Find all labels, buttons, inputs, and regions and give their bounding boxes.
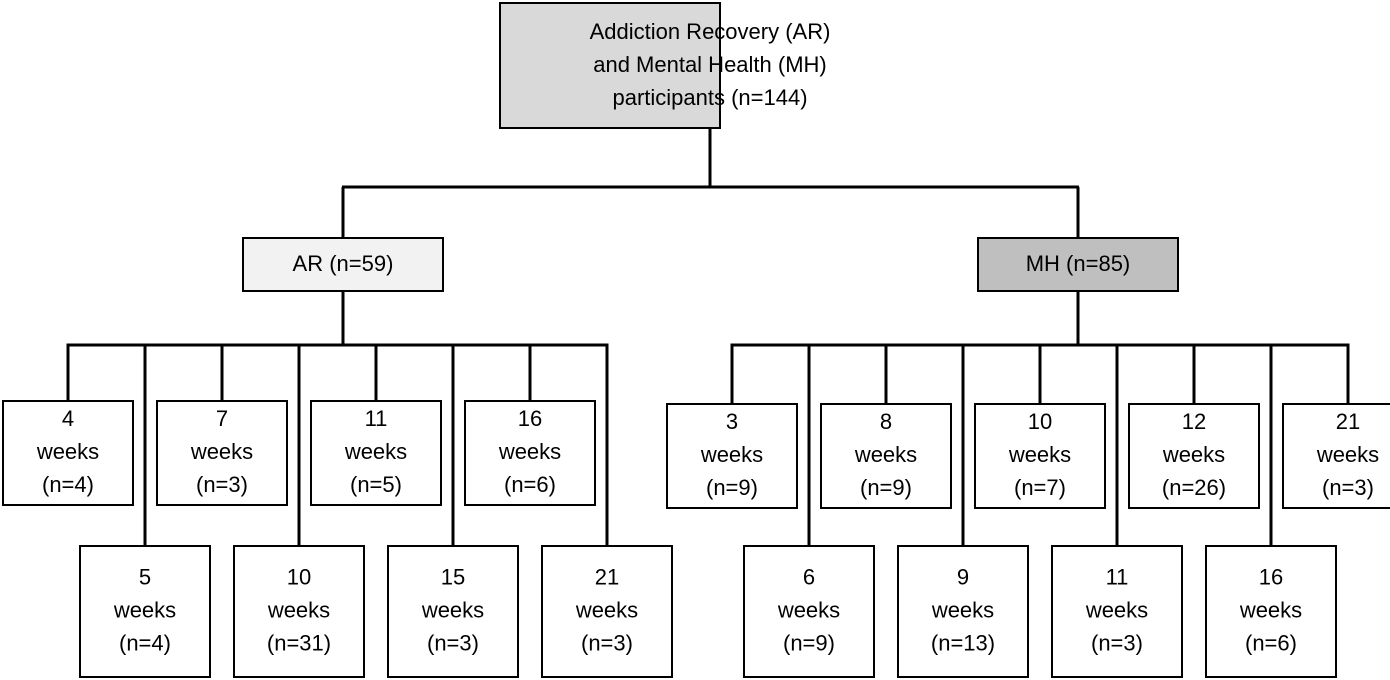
week-text: weeks (575, 597, 638, 622)
week-box (233, 545, 365, 678)
week-text: 6 (803, 564, 815, 589)
week-text: 7 (216, 406, 228, 431)
week-box (1051, 545, 1183, 678)
week-text: weeks (36, 439, 99, 464)
week-text: (n=5) (350, 472, 402, 497)
week-text: 8 (880, 409, 892, 434)
week-text: (n=7) (1014, 475, 1066, 500)
root-text: participants (n=144) (612, 85, 807, 110)
week-text: 16 (1259, 564, 1283, 589)
week-box (310, 400, 442, 506)
week-box (1128, 403, 1260, 509)
week-text: weeks (700, 442, 763, 467)
week-text: 10 (287, 564, 311, 589)
week-text: (n=4) (42, 472, 94, 497)
week-text: weeks (931, 597, 994, 622)
week-box (820, 403, 952, 509)
group-label: AR (n=59) (293, 251, 394, 276)
week-text: weeks (344, 439, 407, 464)
week-text: (n=9) (706, 475, 758, 500)
week-text: (n=3) (581, 630, 633, 655)
week-text: weeks (1239, 597, 1302, 622)
week-text: weeks (1008, 442, 1071, 467)
week-text: 15 (441, 564, 465, 589)
week-text: (n=4) (119, 630, 171, 655)
week-text: weeks (190, 439, 253, 464)
week-box (2, 400, 134, 506)
group-box (977, 237, 1179, 292)
week-box (1205, 545, 1337, 678)
root-text: and Mental Health (MH) (593, 52, 827, 77)
week-box (1282, 403, 1390, 509)
week-text: (n=6) (504, 472, 556, 497)
week-text: 3 (726, 409, 738, 434)
week-text: 21 (595, 564, 619, 589)
week-text: (n=3) (427, 630, 479, 655)
week-box (974, 403, 1106, 509)
week-text: 4 (62, 406, 74, 431)
week-text: weeks (1316, 442, 1379, 467)
week-text: (n=9) (783, 630, 835, 655)
week-text: 10 (1028, 409, 1052, 434)
week-text: 21 (1336, 409, 1360, 434)
week-box (897, 545, 1029, 678)
week-text: weeks (1162, 442, 1225, 467)
week-text: 16 (518, 406, 542, 431)
week-box (156, 400, 288, 506)
week-text: 12 (1182, 409, 1206, 434)
week-text: weeks (1085, 597, 1148, 622)
week-text: weeks (421, 597, 484, 622)
week-text: (n=3) (1322, 475, 1374, 500)
week-text: (n=9) (860, 475, 912, 500)
week-text: (n=13) (931, 630, 995, 655)
week-text: weeks (854, 442, 917, 467)
week-box (541, 545, 673, 678)
root-box (499, 2, 721, 129)
week-text: (n=6) (1245, 630, 1297, 655)
week-text: weeks (777, 597, 840, 622)
week-text: 5 (139, 564, 151, 589)
week-box (464, 400, 596, 506)
week-box (743, 545, 875, 678)
week-box (79, 545, 211, 678)
week-text: weeks (267, 597, 330, 622)
week-text: weeks (498, 439, 561, 464)
week-text: weeks (113, 597, 176, 622)
week-text: 11 (365, 406, 388, 431)
week-text: (n=3) (196, 472, 248, 497)
week-box (666, 403, 798, 509)
week-box (387, 545, 519, 678)
week-text: (n=3) (1091, 630, 1143, 655)
week-text: (n=26) (1162, 475, 1226, 500)
group-label: MH (n=85) (1026, 251, 1131, 276)
week-text: 9 (957, 564, 969, 589)
week-text: 11 (1106, 564, 1129, 589)
root-text: Addiction Recovery (AR) (590, 19, 831, 44)
week-text: (n=31) (267, 630, 331, 655)
